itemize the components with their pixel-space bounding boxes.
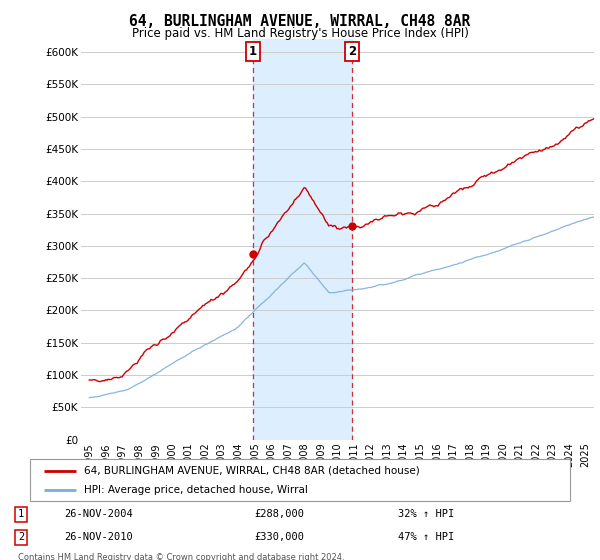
Text: £330,000: £330,000 xyxy=(254,533,304,542)
Bar xyxy=(253,39,352,440)
Text: Contains HM Land Registry data © Crown copyright and database right 2024.
This d: Contains HM Land Registry data © Crown c… xyxy=(18,553,344,560)
Text: HPI: Average price, detached house, Wirral: HPI: Average price, detached house, Wirr… xyxy=(84,485,308,495)
Text: 32% ↑ HPI: 32% ↑ HPI xyxy=(398,510,454,519)
Text: 2: 2 xyxy=(349,45,356,58)
Text: Price paid vs. HM Land Registry's House Price Index (HPI): Price paid vs. HM Land Registry's House … xyxy=(131,27,469,40)
Text: 26-NOV-2004: 26-NOV-2004 xyxy=(64,510,133,519)
FancyBboxPatch shape xyxy=(30,459,570,501)
Text: 1: 1 xyxy=(249,45,257,58)
Text: 1: 1 xyxy=(18,510,24,519)
Text: 2: 2 xyxy=(18,533,24,542)
Text: 26-NOV-2010: 26-NOV-2010 xyxy=(64,533,133,542)
Text: £288,000: £288,000 xyxy=(254,510,304,519)
Text: 47% ↑ HPI: 47% ↑ HPI xyxy=(398,533,454,542)
Text: 64, BURLINGHAM AVENUE, WIRRAL, CH48 8AR (detached house): 64, BURLINGHAM AVENUE, WIRRAL, CH48 8AR … xyxy=(84,466,420,476)
Text: 64, BURLINGHAM AVENUE, WIRRAL, CH48 8AR: 64, BURLINGHAM AVENUE, WIRRAL, CH48 8AR xyxy=(130,14,470,29)
